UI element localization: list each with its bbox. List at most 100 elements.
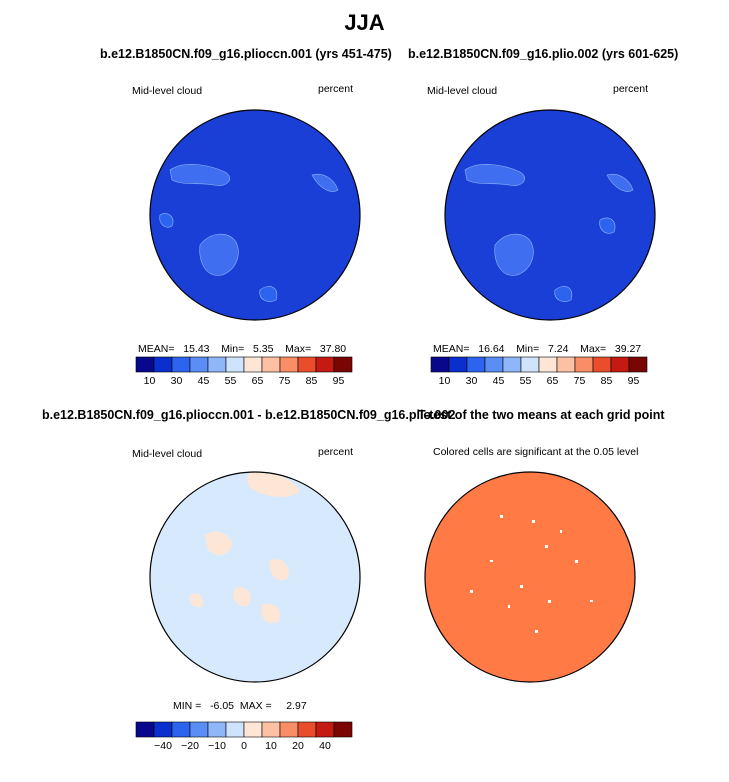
panel3-positive-patches (189, 472, 300, 624)
panel2-colorbar-tick-label: 30 (466, 375, 478, 387)
panel4-title: T-test of the two means at each grid poi… (418, 408, 665, 422)
panel1-cloud-patches (159, 164, 339, 302)
panel2-colorbar-tick-label: 65 (547, 375, 559, 387)
panel2-variable-label: Mid-level cloud (427, 85, 498, 97)
panel2-colorbar-color-box (556, 356, 576, 373)
panel2-stats: MEAN= 16.64 Min= 7.24 Max= 39.27 (433, 343, 641, 355)
panel1-title: b.e12.B1850CN.f09_g16.plioccn.001 (yrs 4… (100, 47, 392, 61)
panel1-mean-value: 15.43 (183, 343, 210, 355)
panel3-variable-label: Mid-level cloud (132, 448, 203, 460)
panel1-min-value: 5.35 (253, 343, 274, 355)
panel1-colorbar-tick-label: 85 (306, 375, 318, 387)
panel2-colorbar-color-box (466, 356, 486, 373)
panel3-colorbar-color-box (261, 721, 281, 738)
panel3-map-disc (150, 472, 360, 682)
panel1-variable-label: Mid-level cloud (132, 85, 203, 97)
panel3-map (149, 471, 361, 683)
panel1-colorbar-color-box (171, 356, 191, 373)
panel1-colorbar-tick-label: 10 (144, 375, 156, 387)
panel4-map (424, 471, 636, 683)
panel1-stats: MEAN= 15.43 Min= 5.35 Max= 37.80 (138, 343, 346, 355)
panel1-colorbar-color-box (297, 356, 317, 373)
panel2-min-value: 7.24 (548, 343, 569, 355)
panel2-colorbar-color-box (484, 356, 504, 373)
panel2-colorbar-color-box (520, 356, 540, 373)
panel1-max-label: Max= (285, 343, 312, 355)
panel1-colorbar-tick-label: 55 (225, 375, 237, 387)
panel1-colorbar-color-box (135, 356, 155, 373)
panel3-units-label: percent (318, 446, 354, 458)
panel1-colorbar-color-box (189, 356, 209, 373)
panel3-colorbar-color-box (207, 721, 227, 738)
panel2-colorbar-color-box (592, 356, 612, 373)
panel3-colorbar-color-box (189, 721, 209, 738)
panel2-colorbar-tick-label: 95 (628, 375, 640, 387)
panel1-colorbar-color-box (153, 356, 173, 373)
panel3-colorbar-color-box (135, 721, 155, 738)
panel1-colorbar-color-box (261, 356, 281, 373)
panel1-colorbar-color-box (333, 356, 353, 373)
panel2-colorbar-color-box (628, 356, 648, 373)
panel3-colorbar-color-box (315, 721, 335, 738)
panel1-colorbar-color-box (315, 356, 335, 373)
main-title: JJA (344, 10, 385, 35)
panel2-colorbar-color-box (538, 356, 558, 373)
panel3-colorbar-color-box (243, 721, 263, 738)
panel3-max-label: MAX = (239, 700, 272, 712)
panel3-colorbar-tick-label: 10 (265, 740, 277, 752)
panel2-map-border (444, 109, 656, 321)
panel2-units-label: percent (613, 83, 649, 95)
panel3-colorbar-color-box (153, 721, 173, 738)
panel3-colorbar-color-box (297, 721, 317, 738)
panel1-colorbar-tick-label: 95 (333, 375, 345, 387)
panel2-colorbar-tick-label: 55 (520, 375, 532, 387)
panel2-map-disc (445, 110, 655, 320)
panel3-colorbar: −40 −20 −10 0 10 20 40 (135, 721, 353, 752)
panel1-mean-label: MEAN= (138, 343, 175, 355)
panel3-colorbar-tick-label: 40 (319, 740, 331, 752)
panel1-units-label: percent (318, 83, 354, 95)
panel2-min-label: Min= (516, 343, 540, 355)
panel1-colorbar-color-box (279, 356, 299, 373)
panel1-colorbar-color-box (225, 356, 245, 373)
panel2-colorbar-color-box (610, 356, 630, 373)
panel3-min-value: -6.05 (210, 700, 234, 712)
panel2-colorbar: 10 30 45 55 65 75 85 95 (430, 356, 648, 387)
panel2-mean-label: MEAN= (433, 343, 470, 355)
panel2-colorbar-tick-label: 10 (439, 375, 451, 387)
panel3-colorbar-color-box (225, 721, 245, 738)
panel3-stats: MIN = -6.05 MAX = 2.97 (173, 700, 307, 712)
panel4-insignificant-cells (470, 515, 593, 633)
panel1-map (149, 109, 361, 321)
panel2-max-label: Max= (580, 343, 607, 355)
panel1-max-value: 37.80 (319, 343, 347, 355)
panel3-title: b.e12.B1850CN.f09_g16.plioccn.001 - b.e1… (42, 408, 456, 422)
panel1-colorbar-tick-label: 65 (252, 375, 264, 387)
panel1-colorbar-tick-label: 30 (171, 375, 183, 387)
panel3-min-label: MIN = (173, 700, 202, 712)
panel4-map-disc (425, 472, 635, 682)
panel2-colorbar-tick-label: 75 (574, 375, 586, 387)
panel2-mean-value: 16.64 (478, 343, 505, 355)
panel1-map-border (149, 109, 361, 321)
panel3-colorbar-color-box (279, 721, 299, 738)
panel2-colorbar-color-box (448, 356, 468, 373)
panel2-cloud-patches (464, 164, 634, 302)
panel1-colorbar-color-box (207, 356, 227, 373)
panel3-colorbar-tick-label: −40 (154, 740, 172, 752)
panel3-colorbar-tick-label: −10 (208, 740, 226, 752)
panel2-map (444, 109, 656, 321)
panel4-map-border (424, 471, 636, 683)
panel2-colorbar-color-box (574, 356, 594, 373)
panel2-max-value: 39.27 (614, 343, 642, 355)
panel3-max-value: 2.97 (286, 700, 307, 712)
panel4-subtitle: Colored cells are significant at the 0.0… (433, 446, 639, 458)
panel2-colorbar-color-box (430, 356, 450, 373)
panel3-colorbar-tick-label: 20 (292, 740, 304, 752)
panel2-title: b.e12.B1850CN.f09_g16.plio.002 (yrs 601-… (408, 47, 679, 61)
panel2-colorbar-color-box (502, 356, 522, 373)
panel3-colorbar-color-box (171, 721, 191, 738)
panel1-colorbar-color-box (243, 356, 263, 373)
panel1-colorbar-tick-label: 45 (198, 375, 210, 387)
